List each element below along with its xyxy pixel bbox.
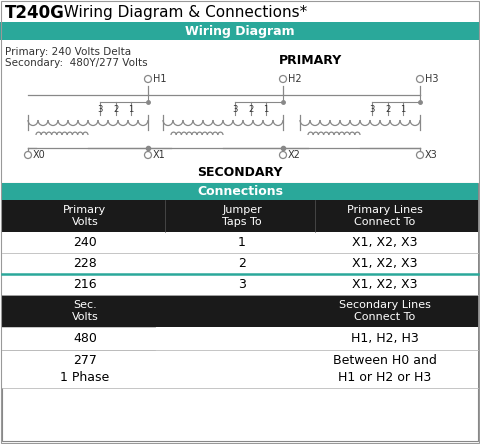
Text: 1: 1	[129, 104, 134, 114]
Bar	[2, 274, 478, 295]
Text: 228: 228	[73, 257, 97, 270]
Text: X1, X2, X3: X1, X2, X3	[352, 236, 418, 249]
Text: X3: X3	[425, 150, 438, 160]
Text: Primary: 240 Volts Delta: Primary: 240 Volts Delta	[5, 47, 131, 57]
Text: 3: 3	[238, 278, 246, 291]
Text: 2: 2	[238, 257, 246, 270]
Circle shape	[417, 151, 423, 159]
Text: H3: H3	[425, 74, 439, 84]
Text: H1, H2, H3: H1, H2, H3	[351, 332, 419, 345]
Bar	[2, 295, 478, 327]
Text: Jumper
Taps To: Jumper Taps To	[222, 205, 262, 227]
Text: Primary
Volts: Primary Volts	[63, 205, 107, 227]
Text: 240: 240	[73, 236, 97, 249]
Circle shape	[144, 75, 152, 83]
Circle shape	[144, 151, 152, 159]
Text: 277
1 Phase: 277 1 Phase	[60, 354, 109, 384]
Text: 2: 2	[248, 104, 253, 114]
Bar	[2, 350, 478, 388]
Text: H1: H1	[153, 74, 167, 84]
Circle shape	[24, 151, 32, 159]
Text: X1, X2, X3: X1, X2, X3	[352, 278, 418, 291]
Text: Sec.
Volts: Sec. Volts	[72, 300, 98, 322]
Text: 480: 480	[73, 332, 97, 345]
Text: PRIMARY: PRIMARY	[278, 53, 342, 67]
Text: Secondary Lines
Connect To: Secondary Lines Connect To	[339, 300, 431, 322]
Text: Wiring Diagram & Connections*: Wiring Diagram & Connections*	[54, 5, 307, 20]
Bar	[2, 183, 478, 200]
Text: Primary Lines
Connect To: Primary Lines Connect To	[347, 205, 423, 227]
Text: Secondary:  480Y/277 Volts: Secondary: 480Y/277 Volts	[5, 58, 148, 68]
Text: 1: 1	[238, 236, 246, 249]
Text: 1: 1	[401, 104, 406, 114]
Text: 3: 3	[369, 104, 375, 114]
Text: X1: X1	[153, 150, 166, 160]
Text: Wiring Diagram: Wiring Diagram	[185, 24, 295, 37]
Text: X2: X2	[288, 150, 301, 160]
Text: 2: 2	[385, 104, 390, 114]
Text: 216: 216	[73, 278, 97, 291]
Text: Connections: Connections	[197, 185, 283, 198]
Text: H2: H2	[288, 74, 301, 84]
Text: X0: X0	[33, 150, 46, 160]
Circle shape	[279, 151, 287, 159]
Bar	[2, 232, 478, 253]
Text: 3: 3	[232, 104, 238, 114]
Text: SECONDARY: SECONDARY	[197, 166, 283, 178]
Bar	[0, 22, 480, 40]
Bar	[2, 253, 478, 274]
Text: Between H0 and
H1 or H2 or H3: Between H0 and H1 or H2 or H3	[333, 354, 437, 384]
Bar	[2, 200, 478, 232]
Bar	[2, 183, 478, 441]
Text: 3: 3	[97, 104, 103, 114]
Text: 2: 2	[113, 104, 118, 114]
Bar	[2, 327, 478, 350]
Circle shape	[417, 75, 423, 83]
Text: T240G: T240G	[5, 4, 65, 22]
Circle shape	[279, 75, 287, 83]
Text: X1, X2, X3: X1, X2, X3	[352, 257, 418, 270]
Text: 1: 1	[264, 104, 269, 114]
